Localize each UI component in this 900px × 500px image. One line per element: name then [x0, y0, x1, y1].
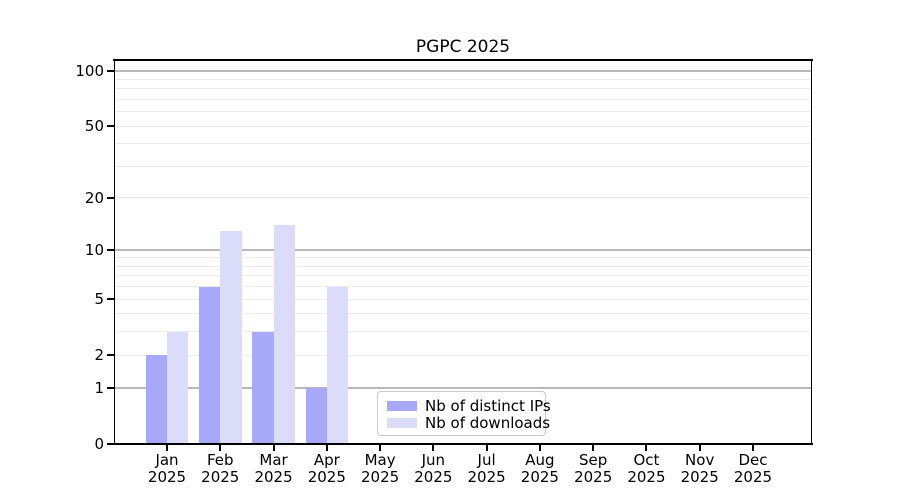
bar-downloads-jan	[167, 331, 189, 444]
gridline-major-1	[115, 387, 811, 389]
legend: Nb of distinct IPs Nb of downloads	[377, 391, 551, 436]
gridline-minor-3	[115, 331, 811, 333]
y-tick-100	[107, 69, 114, 72]
gridline-minor-4	[115, 313, 811, 315]
bar-distinct-ips-jan	[145, 355, 167, 444]
y-tick-0	[107, 443, 114, 445]
x-tick-mar	[272, 445, 275, 451]
bar-distinct-ips-feb	[198, 286, 221, 444]
bar-downloads-feb	[220, 230, 242, 444]
gridline-minor-30	[115, 165, 811, 167]
x-tick-label-sep: Sep 2025	[574, 451, 613, 486]
gridline-minor-50	[115, 125, 811, 127]
y-tick-5	[107, 298, 114, 301]
x-tick-label-jan: Jan 2025	[147, 451, 187, 486]
plot-area	[115, 60, 811, 444]
y-tick-label-2: 2	[94, 346, 104, 365]
y-tick-label-10: 10	[84, 241, 104, 260]
x-tick-jun	[432, 445, 435, 451]
gridline-minor-8	[115, 265, 811, 267]
y-tick-2	[107, 354, 114, 357]
gridline-minor-7	[115, 275, 811, 277]
bar-distinct-ips-mar	[252, 331, 274, 444]
gridline-minor-90	[115, 78, 811, 80]
legend-entry-distinct-ips: Nb of distinct IPs	[387, 397, 551, 415]
y-tick-label-50: 50	[84, 117, 104, 136]
x-tick-feb	[219, 445, 222, 451]
x-tick-label-oct: Oct 2025	[627, 451, 666, 486]
gridline-minor-6	[115, 286, 811, 288]
y-tick-label-100: 100	[75, 61, 104, 80]
y-tick-10	[107, 249, 114, 252]
gridline-minor-40	[115, 143, 811, 145]
y-tick-20	[107, 196, 114, 199]
bar-downloads-apr	[326, 286, 349, 444]
axis-spine-right	[810, 59, 813, 445]
x-tick-label-feb: Feb 2025	[201, 451, 240, 486]
axis-spine-top	[113, 59, 813, 61]
y-tick-1	[107, 386, 114, 389]
legend-swatch-downloads	[387, 417, 417, 428]
gridline-minor-80	[115, 88, 811, 90]
axis-spine-left	[113, 59, 116, 445]
legend-label-distinct-ips: Nb of distinct IPs	[425, 396, 551, 415]
x-tick-sep	[592, 445, 595, 451]
x-tick-label-nov: Nov 2025	[680, 451, 719, 486]
x-tick-jan	[166, 445, 168, 451]
x-tick-label-jul: Jul 2025	[467, 451, 506, 486]
x-tick-aug	[538, 445, 541, 451]
x-tick-label-may: May 2025	[360, 451, 400, 486]
y-tick-label-1: 1	[94, 378, 104, 397]
bar-downloads-mar	[273, 225, 295, 444]
y-tick-label-20: 20	[84, 188, 104, 207]
gridline-minor-60	[115, 111, 811, 113]
gridline-major-10	[115, 249, 811, 251]
legend-swatch-distinct-ips	[387, 400, 417, 411]
x-tick-label-apr: Apr 2025	[307, 451, 346, 486]
x-tick-may	[379, 445, 382, 451]
gridline-minor-2	[115, 354, 811, 356]
x-tick-dec	[751, 445, 754, 451]
x-tick-jul	[485, 445, 488, 451]
x-tick-oct	[645, 445, 648, 451]
legend-label-downloads: Nb of downloads	[425, 413, 551, 432]
axis-spine-bottom	[113, 443, 813, 445]
x-tick-nov	[698, 445, 701, 451]
chart-title: PGPC 2025	[415, 37, 511, 57]
x-tick-label-aug: Aug 2025	[520, 451, 559, 486]
x-tick-apr	[325, 445, 328, 451]
gridline-minor-20	[115, 197, 811, 199]
gridline-minor-70	[115, 98, 811, 100]
legend-entry-downloads: Nb of downloads	[387, 414, 550, 432]
bar-distinct-ips-apr	[305, 387, 327, 444]
y-tick-50	[107, 125, 114, 128]
x-tick-label-mar: Mar 2025	[254, 451, 293, 486]
gridline-minor-9	[115, 257, 811, 259]
x-tick-label-jun: Jun 2025	[414, 451, 453, 486]
gridline-major-100	[115, 70, 811, 72]
gridline-minor-5	[115, 298, 811, 300]
y-tick-label-0: 0	[94, 435, 104, 453]
y-tick-label-5: 5	[94, 290, 104, 309]
x-tick-label-dec: Dec 2025	[733, 451, 773, 486]
